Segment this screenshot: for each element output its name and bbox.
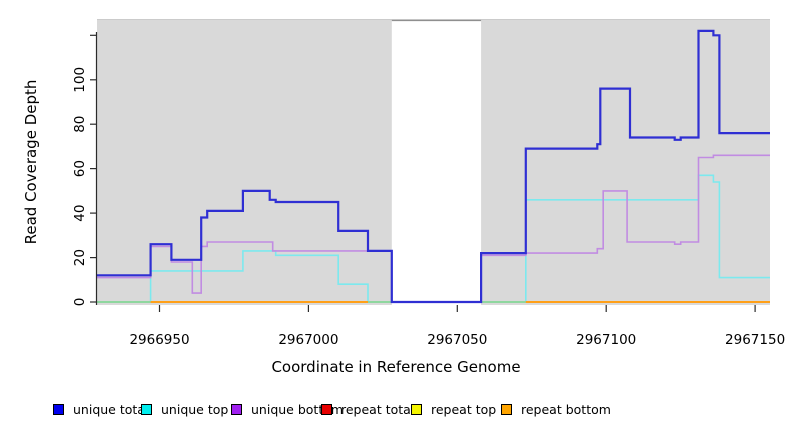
legend-label: repeat total	[341, 401, 415, 417]
x-tick-label: 2967050	[427, 332, 487, 348]
legend-swatch	[141, 403, 152, 415]
x-axis-title: Coordinate in Reference Genome	[271, 358, 521, 376]
legend-swatch	[411, 403, 422, 415]
legend-swatch	[53, 403, 64, 415]
y-tick-label: 40	[72, 205, 88, 222]
legend-swatch	[231, 403, 242, 415]
series-unique-bottom	[97, 154, 770, 303]
legend-swatch	[501, 403, 512, 415]
legend-item-repeat-total: repeat total	[321, 401, 415, 417]
legend-label: unique top	[161, 401, 229, 417]
masked-region	[391, 20, 482, 305]
legend-label: repeat top	[431, 401, 497, 417]
series-unique-top	[97, 174, 770, 303]
x-tick-label: 2967000	[278, 332, 338, 348]
legend-swatch	[321, 403, 332, 415]
y-tick-label: 20	[72, 249, 88, 266]
y-tick-label: 100	[72, 67, 88, 93]
legend-item-unique-total: unique total	[53, 401, 149, 417]
y-tick-label: 80	[72, 116, 88, 133]
y-tick-label: 60	[72, 160, 88, 177]
x-tick-label: 2967100	[576, 332, 636, 348]
legend-item-unique-top: unique top	[141, 401, 229, 417]
legend-item-unique-bottom: unique bottom	[231, 401, 344, 417]
series-unique-total	[97, 29, 770, 304]
y-tick-label: 0	[72, 298, 88, 307]
legend-label: unique total	[73, 401, 149, 417]
legend-label: repeat bottom	[521, 401, 611, 417]
legend-label: unique bottom	[251, 401, 344, 417]
y-axis-title: Read Coverage Depth	[22, 79, 40, 245]
legend-item-repeat-bottom: repeat bottom	[501, 401, 611, 417]
legend-item-repeat-top: repeat top	[411, 401, 497, 417]
x-tick-label: 2967150	[725, 332, 785, 348]
x-tick-label: 2966950	[129, 332, 189, 348]
